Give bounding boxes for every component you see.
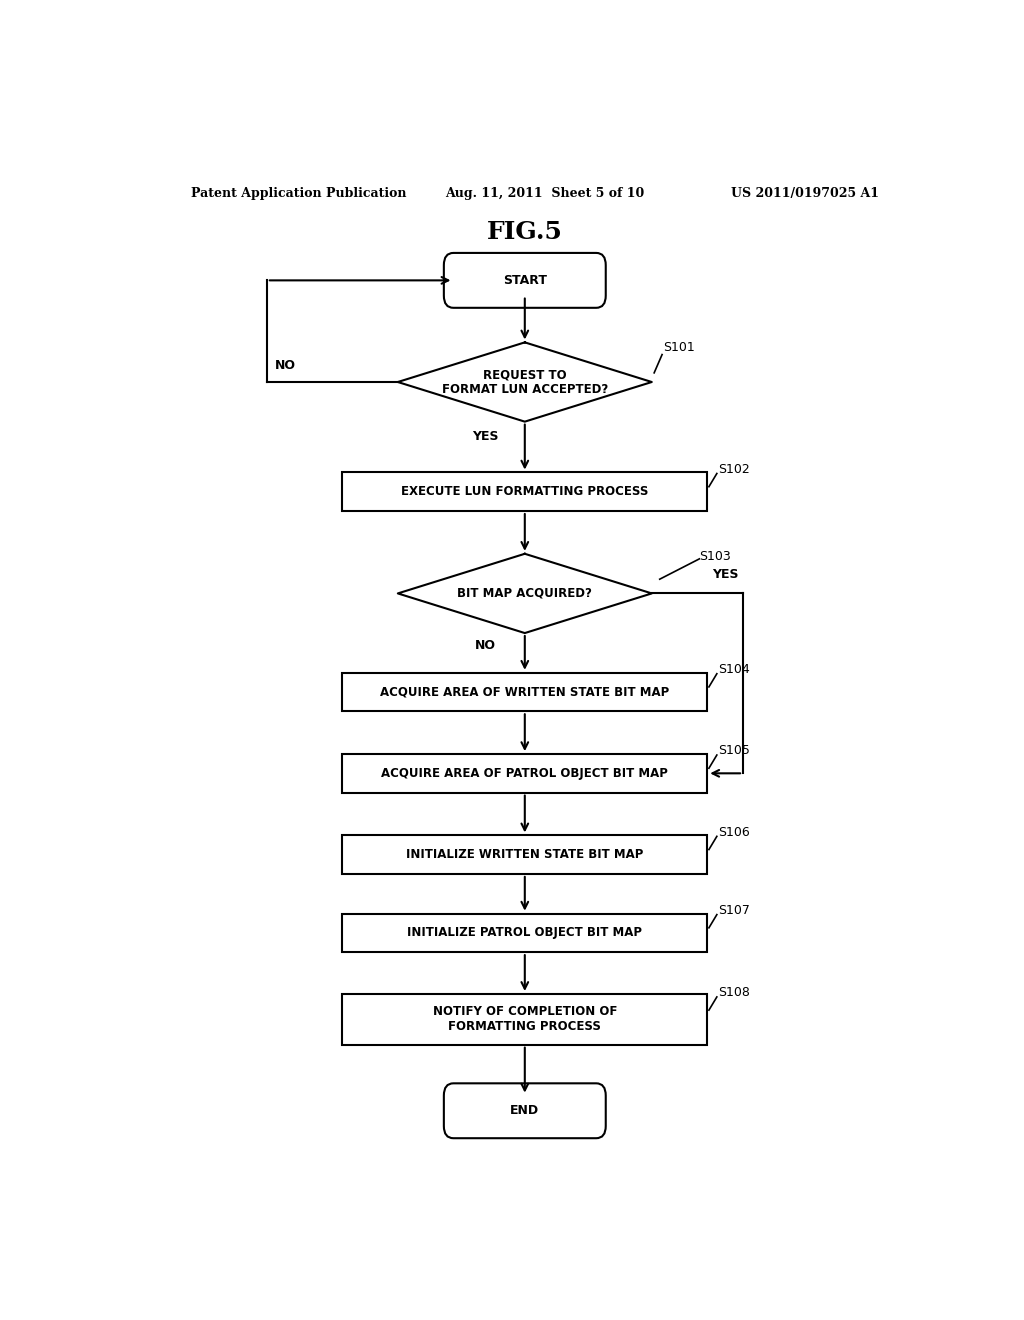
Text: S105: S105 [718,744,750,758]
Text: NO: NO [274,359,296,372]
Polygon shape [397,554,652,634]
Text: S106: S106 [718,826,750,838]
Text: S104: S104 [718,663,750,676]
Text: ACQUIRE AREA OF WRITTEN STATE BIT MAP: ACQUIRE AREA OF WRITTEN STATE BIT MAP [380,685,670,698]
Text: YES: YES [472,430,499,442]
Text: END: END [510,1105,540,1117]
FancyBboxPatch shape [342,913,708,952]
Text: NO: NO [474,639,496,652]
Text: Patent Application Publication: Patent Application Publication [191,187,407,201]
Text: INITIALIZE PATROL OBJECT BIT MAP: INITIALIZE PATROL OBJECT BIT MAP [408,927,642,940]
Text: START: START [503,273,547,286]
Text: S101: S101 [663,341,694,354]
Text: ACQUIRE AREA OF PATROL OBJECT BIT MAP: ACQUIRE AREA OF PATROL OBJECT BIT MAP [381,767,669,780]
Text: YES: YES [713,568,739,581]
FancyBboxPatch shape [443,253,606,308]
Text: BIT MAP ACQUIRED?: BIT MAP ACQUIRED? [458,587,592,599]
Text: S102: S102 [718,463,750,477]
FancyBboxPatch shape [342,836,708,874]
Text: NOTIFY OF COMPLETION OF
FORMATTING PROCESS: NOTIFY OF COMPLETION OF FORMATTING PROCE… [432,1006,617,1034]
FancyBboxPatch shape [443,1084,606,1138]
FancyBboxPatch shape [342,473,708,511]
FancyBboxPatch shape [342,994,708,1044]
FancyBboxPatch shape [342,754,708,792]
Text: S107: S107 [718,904,750,917]
Text: EXECUTE LUN FORMATTING PROCESS: EXECUTE LUN FORMATTING PROCESS [401,486,648,498]
FancyBboxPatch shape [342,673,708,711]
Text: US 2011/0197025 A1: US 2011/0197025 A1 [731,187,880,201]
Text: Aug. 11, 2011  Sheet 5 of 10: Aug. 11, 2011 Sheet 5 of 10 [445,187,645,201]
Polygon shape [397,342,652,421]
Text: S108: S108 [718,986,750,999]
Text: S103: S103 [699,550,731,564]
Text: INITIALIZE WRITTEN STATE BIT MAP: INITIALIZE WRITTEN STATE BIT MAP [407,849,643,861]
Text: FIG.5: FIG.5 [486,219,563,244]
Text: REQUEST TO
FORMAT LUN ACCEPTED?: REQUEST TO FORMAT LUN ACCEPTED? [441,368,608,396]
